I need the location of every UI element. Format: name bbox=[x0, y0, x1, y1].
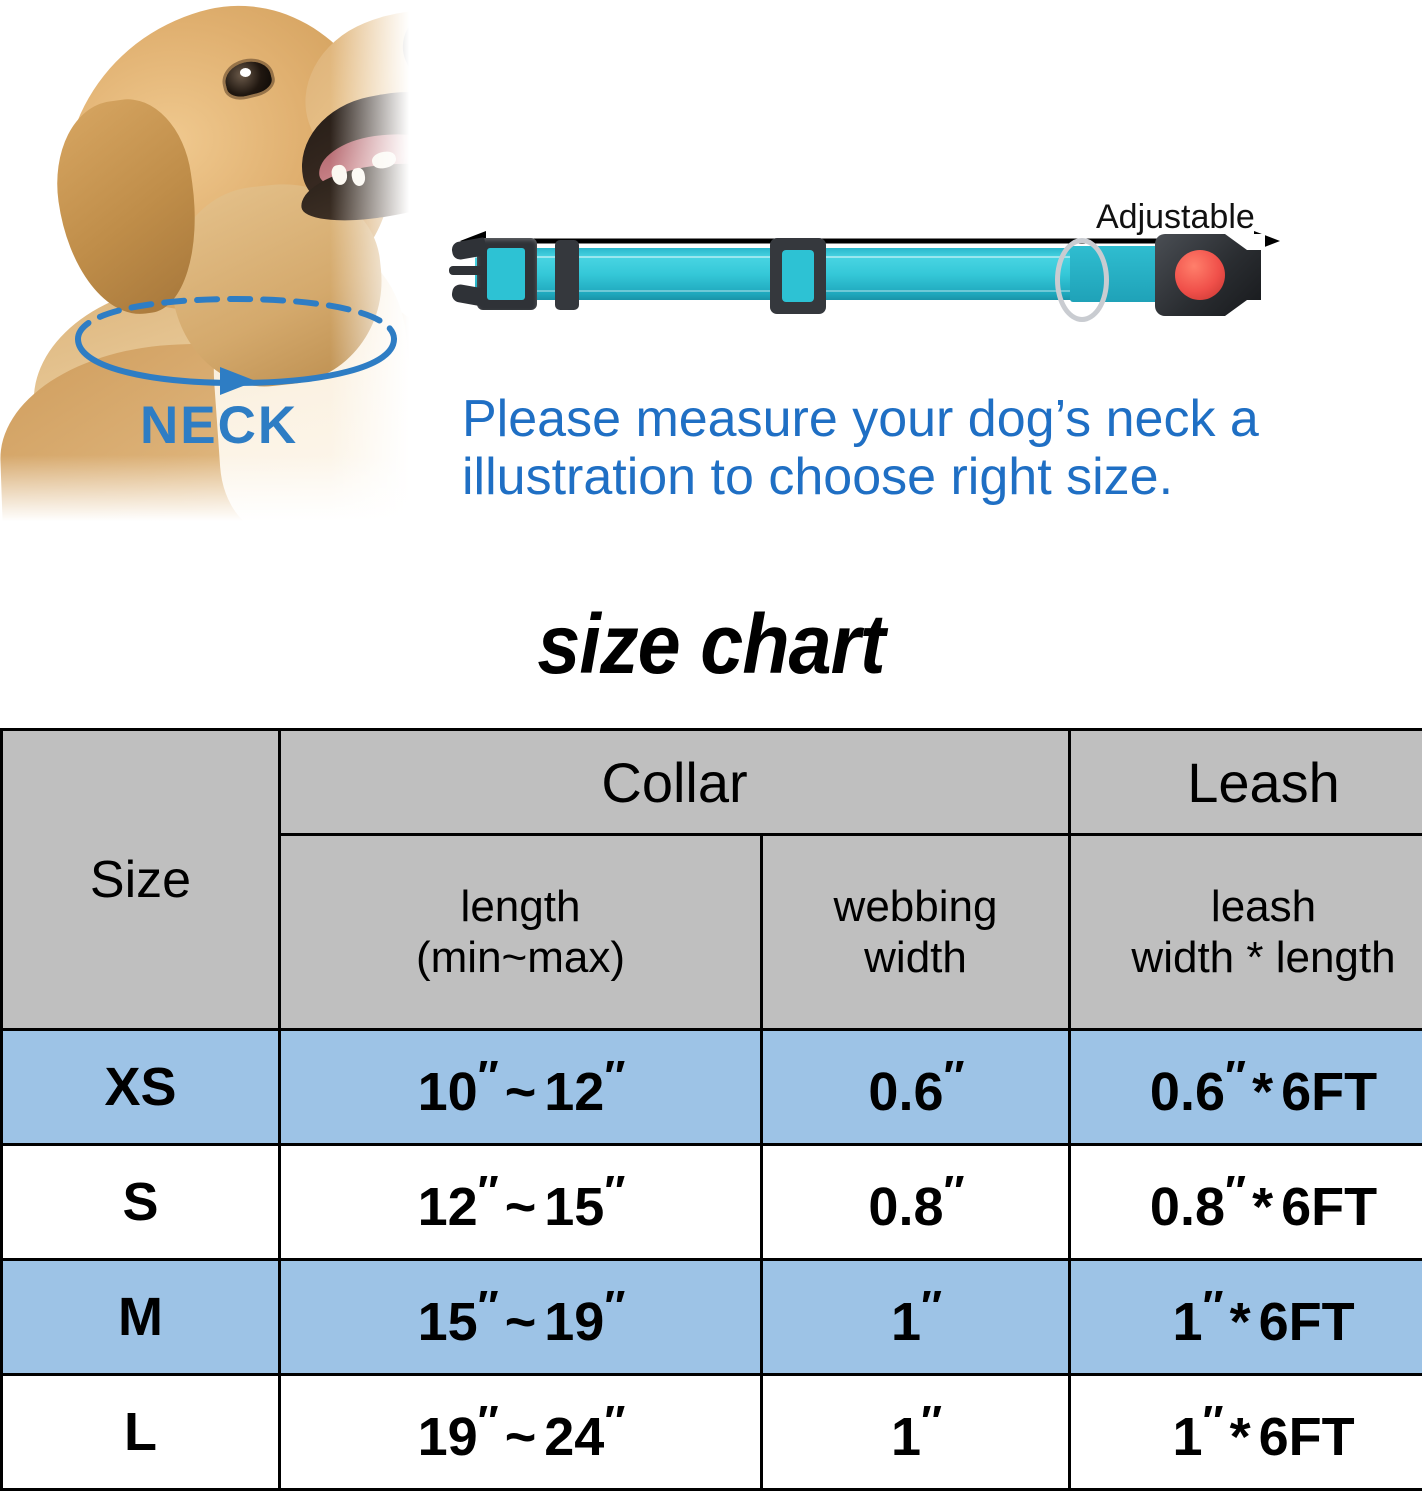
buckle-release-button bbox=[1175, 250, 1225, 300]
photo-bottom-fade bbox=[0, 455, 430, 530]
cell-webbing-width: 0.8″ bbox=[762, 1145, 1070, 1260]
header-size: Size bbox=[2, 730, 280, 1030]
instruction-text: Please measure your dog’s neck a illustr… bbox=[462, 390, 1422, 506]
header-webbing-width-line1: webbing bbox=[764, 881, 1067, 932]
size-chart-table-wrapper: Size Collar Leash length (min~max) webbi… bbox=[0, 728, 1422, 1428]
buckle-prong-icon bbox=[449, 266, 485, 275]
photo-right-fade bbox=[330, 0, 430, 530]
collar-d-ring-icon bbox=[1055, 238, 1109, 322]
collar-keeper-loop bbox=[555, 240, 579, 310]
cell-collar-length: 19″~24″ bbox=[280, 1375, 762, 1490]
header-collar-group: Collar bbox=[280, 730, 1070, 835]
cell-size: XS bbox=[2, 1030, 280, 1145]
neck-measure-ellipse-icon bbox=[70, 295, 400, 405]
instruction-line-1: Please measure your dog’s neck a bbox=[462, 390, 1422, 448]
hero-illustration-section: NECK Adjustable bbox=[0, 0, 1422, 540]
header-collar-length: length (min~max) bbox=[280, 835, 762, 1030]
dog-eye-glint bbox=[240, 68, 251, 77]
cell-leash-spec: 1″*6FT bbox=[1070, 1375, 1422, 1490]
header-collar-length-line2: (min~max) bbox=[282, 932, 759, 983]
header-collar-length-line1: length bbox=[282, 881, 759, 932]
cell-size: S bbox=[2, 1145, 280, 1260]
header-leash-spec: leash width * length bbox=[1070, 835, 1422, 1030]
header-leash-spec-line1: leash bbox=[1072, 881, 1422, 932]
neck-label: NECK bbox=[140, 395, 298, 456]
cell-size: M bbox=[2, 1260, 280, 1375]
cell-webbing-width: 1″ bbox=[762, 1260, 1070, 1375]
size-chart-infographic: NECK Adjustable bbox=[0, 0, 1422, 1422]
cell-leash-spec: 1″*6FT bbox=[1070, 1260, 1422, 1375]
header-leash-group: Leash bbox=[1070, 730, 1422, 835]
table-header-group-row: Size Collar Leash bbox=[2, 730, 1422, 835]
cell-webbing-width: 0.6″ bbox=[762, 1030, 1070, 1145]
page-title: size chart bbox=[57, 596, 1365, 693]
cell-collar-length: 15″~19″ bbox=[280, 1260, 762, 1375]
header-webbing-width: webbing width bbox=[762, 835, 1070, 1030]
collar-adjuster-window bbox=[782, 250, 814, 302]
cell-leash-spec: 0.6″*6FT bbox=[1070, 1030, 1422, 1145]
collar-illustration bbox=[455, 190, 1295, 340]
cell-collar-length: 10″~12″ bbox=[280, 1030, 762, 1145]
header-leash-spec-line2: width * length bbox=[1072, 932, 1422, 983]
cell-collar-length: 12″~15″ bbox=[280, 1145, 762, 1260]
cell-webbing-width: 1″ bbox=[762, 1375, 1070, 1490]
header-webbing-width-line2: width bbox=[764, 932, 1067, 983]
size-chart-table: Size Collar Leash length (min~max) webbi… bbox=[0, 728, 1422, 1491]
instruction-line-2: illustration to choose right size. bbox=[462, 448, 1422, 506]
cell-leash-spec: 0.8″*6FT bbox=[1070, 1145, 1422, 1260]
collar-left-slider-window bbox=[487, 248, 525, 300]
cell-size: L bbox=[2, 1375, 280, 1490]
